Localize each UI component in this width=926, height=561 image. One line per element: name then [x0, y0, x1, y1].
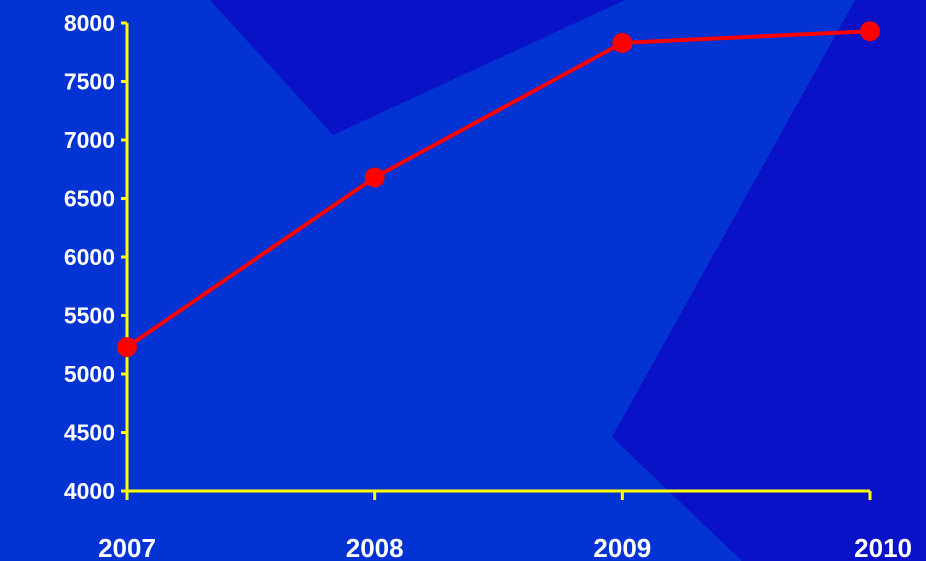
- x-tick-label: 2010: [854, 533, 912, 561]
- tick-labels: 4000 4500 5000 5500 6000 6500 7000 7500 8000 2007…: [64, 10, 912, 561]
- y-tick-label: 6500: [64, 186, 115, 212]
- series: [117, 21, 880, 358]
- y-tick-label: 5000: [64, 361, 115, 387]
- data-point: [117, 337, 137, 358]
- axes: [121, 21, 872, 500]
- y-tick-label: 4500: [64, 420, 115, 446]
- y-tick-label: 4000: [64, 478, 115, 504]
- y-tick-label: 7000: [64, 127, 115, 153]
- data-point: [860, 21, 880, 42]
- x-tick-label: 2008: [346, 533, 404, 561]
- background-light-region: [0, 0, 855, 561]
- data-point: [612, 32, 633, 53]
- x-tick-label: 2009: [593, 533, 651, 561]
- x-tick-label: 2007: [98, 533, 156, 561]
- y-tick-label: 5500: [64, 303, 115, 329]
- y-tick-label: 7500: [64, 69, 115, 95]
- data-point: [364, 167, 385, 188]
- y-tick-label: 8000: [64, 10, 115, 36]
- series-line: [125, 29, 871, 349]
- y-tick-label: 6000: [64, 244, 115, 270]
